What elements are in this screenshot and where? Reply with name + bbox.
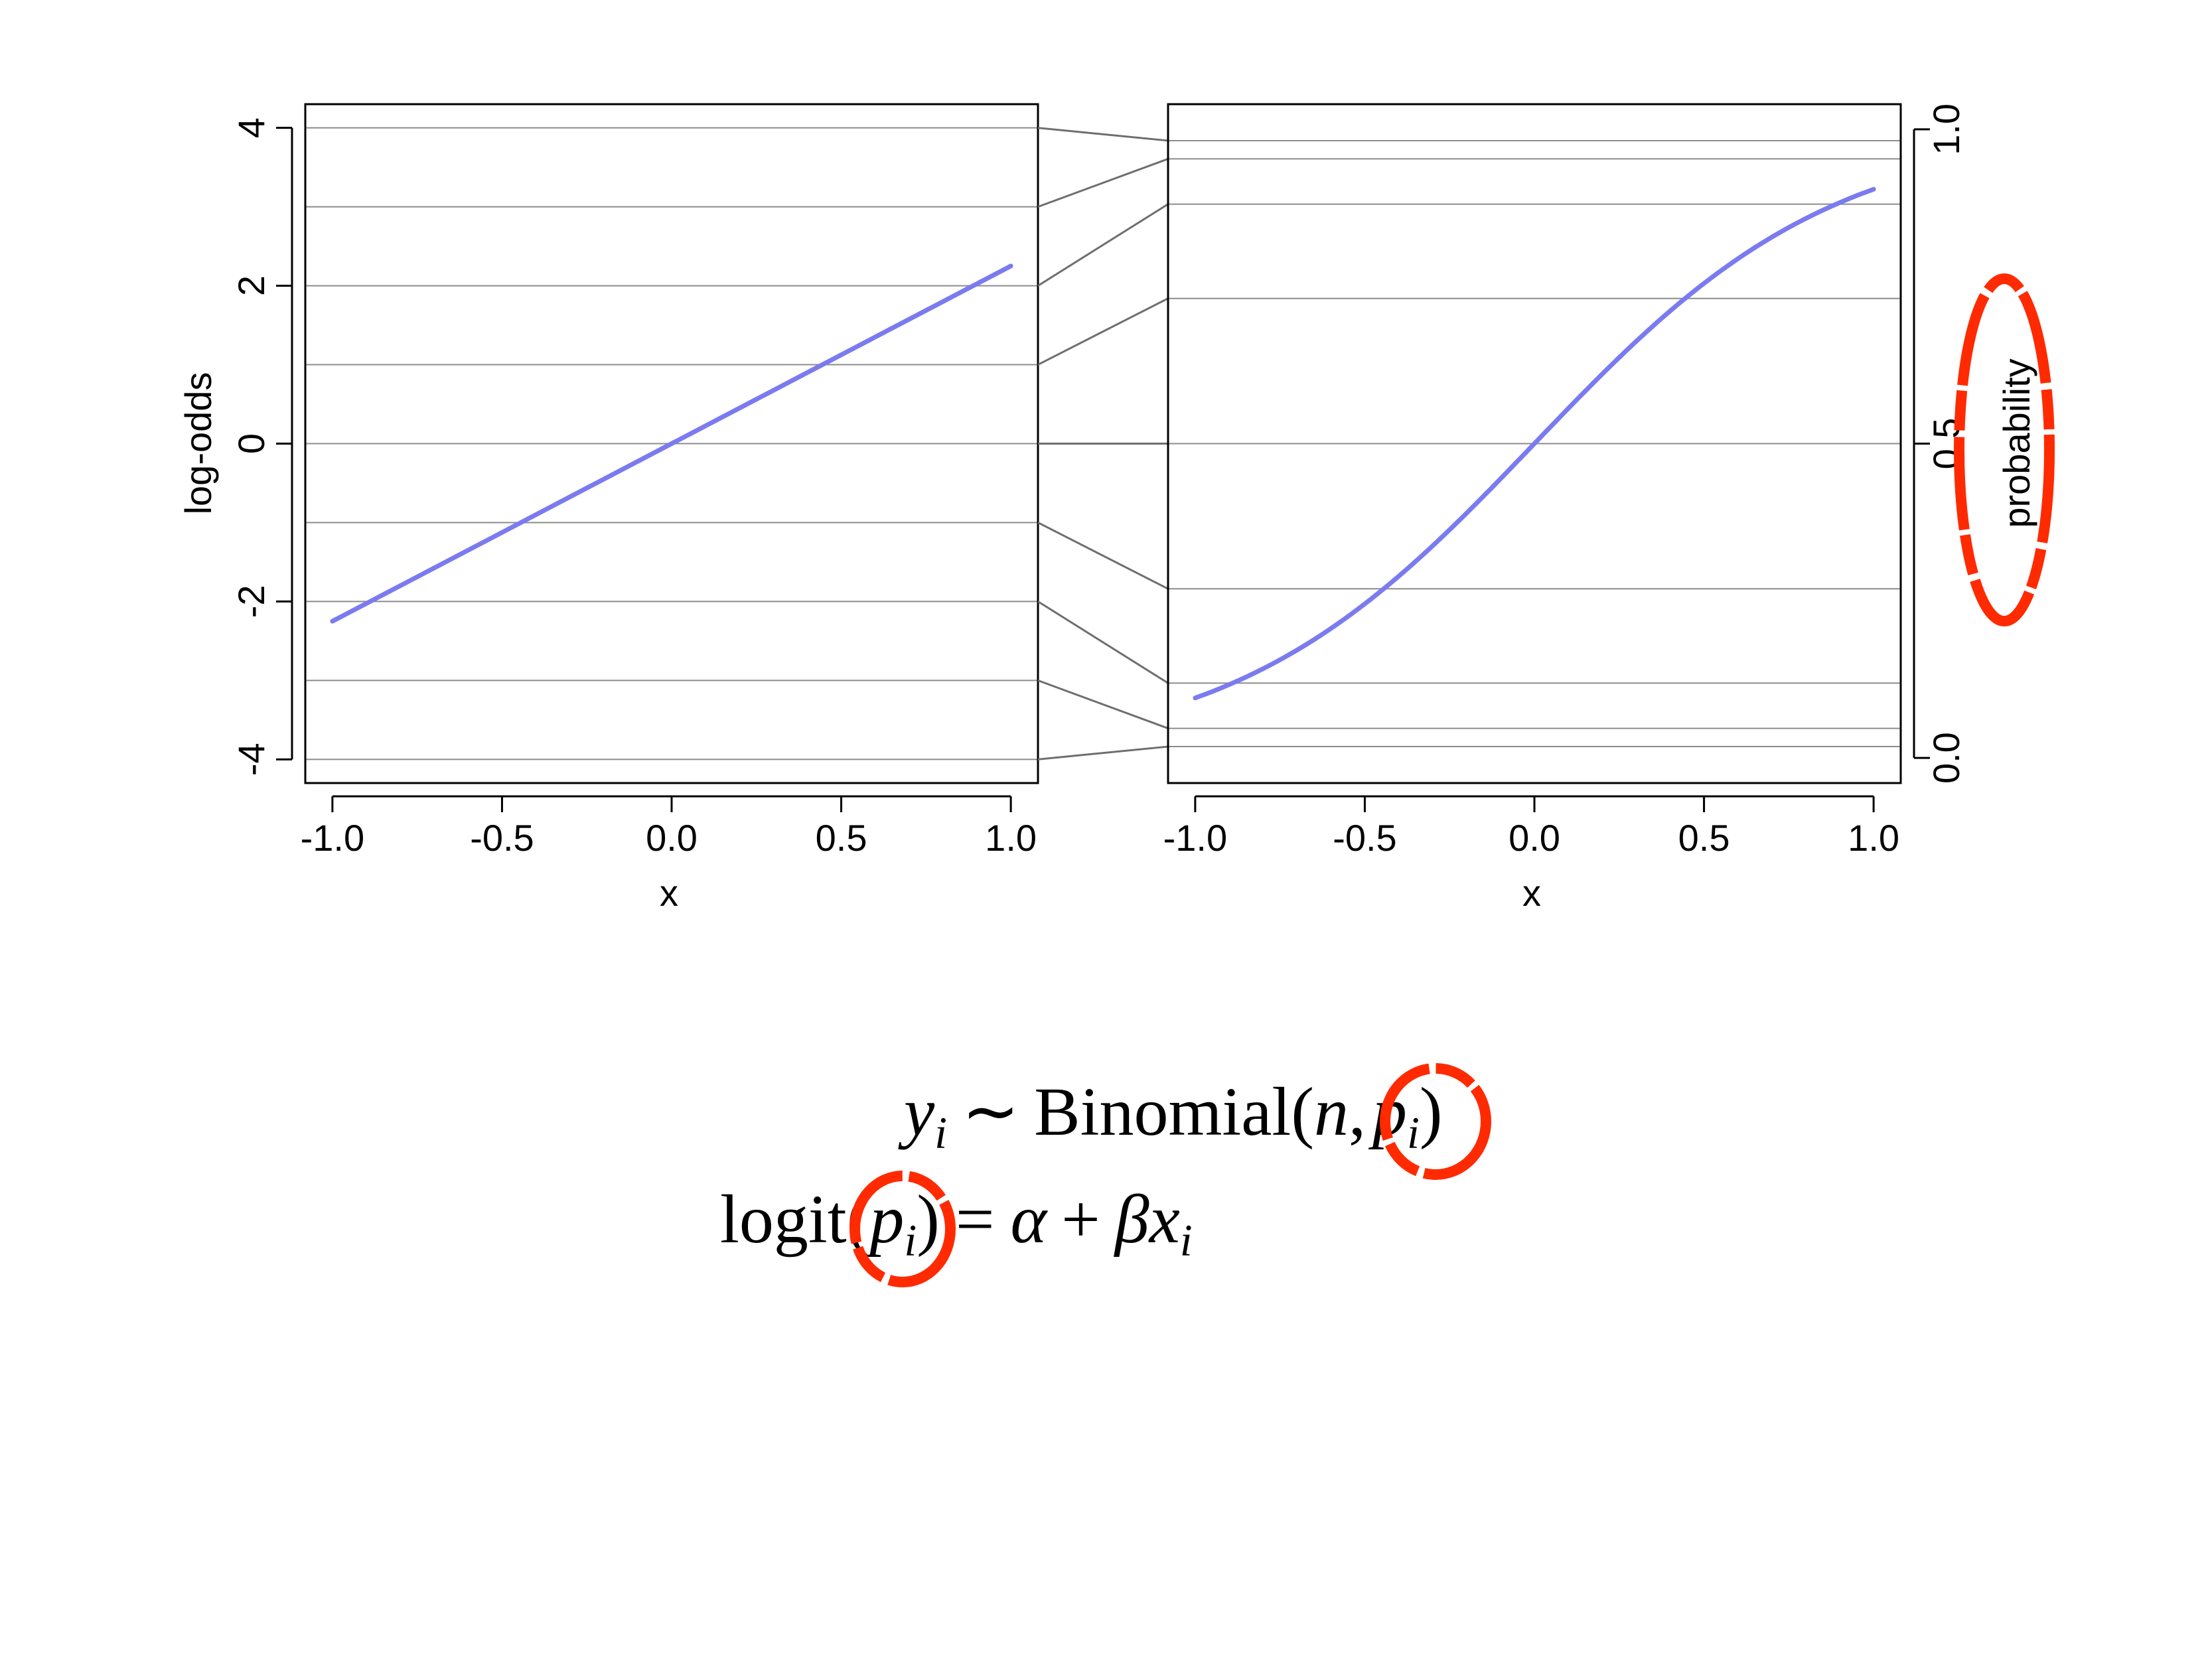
log-odds-y-tick-label: 2 [230, 275, 272, 296]
eq1-sim: ∼ [962, 1074, 1019, 1150]
connector-line [1037, 601, 1169, 684]
connector-line [1037, 297, 1169, 366]
probability-y-tick-label: 1.0 [1925, 104, 1967, 155]
eq2-plus: + [1061, 1181, 1100, 1258]
probability-x-tick-label: 0.0 [1509, 817, 1560, 859]
log-odds-x-tick-label: 0.0 [646, 817, 698, 859]
connector-line [1037, 745, 1169, 760]
connector-line [1037, 127, 1169, 142]
mapping-connectors [1037, 127, 1169, 760]
log-odds-x-tick-label: 1.0 [985, 817, 1037, 859]
log-odds-y-tick-label: 0 [230, 433, 272, 454]
eq1-binomial: Binomial( [1034, 1074, 1314, 1150]
eq2-equals: = [956, 1181, 995, 1258]
log-odds-x-tick-label: -0.5 [470, 817, 534, 859]
highlight-p-in-binomial [1380, 1063, 1491, 1180]
eq2-x: x [1148, 1181, 1180, 1258]
probability-x-tick-label: 1.0 [1848, 817, 1899, 859]
eq1-comma: , [1349, 1074, 1366, 1150]
red-highlight-annotations [849, 273, 2055, 1287]
connector-line [1037, 158, 1169, 208]
log-odds-x-tick-label: 0.5 [816, 817, 867, 859]
log-odds-line [330, 263, 1013, 624]
log-odds-y-tick-label: 4 [230, 117, 272, 138]
log-odds-y-label: log-odds [177, 372, 219, 515]
probability-x-tick-label: 0.5 [1678, 817, 1730, 859]
probability-plot-frame [1167, 103, 1902, 784]
probability-curve [1193, 186, 1876, 701]
connector-line [1037, 679, 1169, 729]
eq1-close: ) [1420, 1074, 1443, 1150]
highlight-p-in-logit [849, 1171, 956, 1287]
log-odds-x-ticks: -1.0 -0.5 0.0 0.5 1.0 [301, 795, 1037, 859]
eq1-n: n [1314, 1074, 1349, 1150]
probability-y-label: probability [1996, 358, 2037, 528]
log-odds-x-label: x [660, 872, 678, 914]
eq2-x-subscript: i [1180, 1215, 1193, 1265]
connector-line [1037, 203, 1169, 287]
log-odds-panel: -1.0 -0.5 0.0 0.5 1.0 -4 -2 0 2 4 x log-odds [177, 103, 1039, 914]
log-odds-y-tick-label: -2 [230, 585, 272, 618]
eq2-logit: logit( [720, 1181, 869, 1258]
eq1-y-subscript: i [934, 1108, 947, 1158]
connector-line [1037, 522, 1169, 590]
log-odds-x-tick-label: -1.0 [301, 817, 365, 859]
probability-panel: -1.0 -0.5 0.0 0.5 1.0 0.0 0.5 1.0 x probabilit… [1163, 103, 2037, 914]
log-odds-y-tick-label: -4 [230, 743, 272, 776]
eq2-p-subscript: i [904, 1215, 917, 1265]
highlight-probability-label [1954, 273, 2055, 626]
eq2-alpha: α [1011, 1181, 1049, 1258]
probability-x-tick-label: -1.0 [1163, 817, 1228, 859]
probability-x-tick-label: -0.5 [1333, 817, 1397, 859]
equation-likelihood: yi ∼ Binomial(n,pi) [898, 1074, 1443, 1158]
probability-x-label: x [1522, 872, 1541, 914]
log-odds-y-ticks: -4 -2 0 2 4 [230, 117, 293, 776]
eq1-y: y [898, 1074, 935, 1150]
probability-x-ticks: -1.0 -0.5 0.0 0.5 1.0 [1163, 795, 1899, 859]
eq1-p-subscript: i [1407, 1108, 1420, 1158]
equation-link: logit(pi) = α + βxi [720, 1181, 1193, 1265]
eq2-beta: β [1114, 1181, 1149, 1258]
probability-y-tick-label: 0.0 [1925, 732, 1967, 784]
